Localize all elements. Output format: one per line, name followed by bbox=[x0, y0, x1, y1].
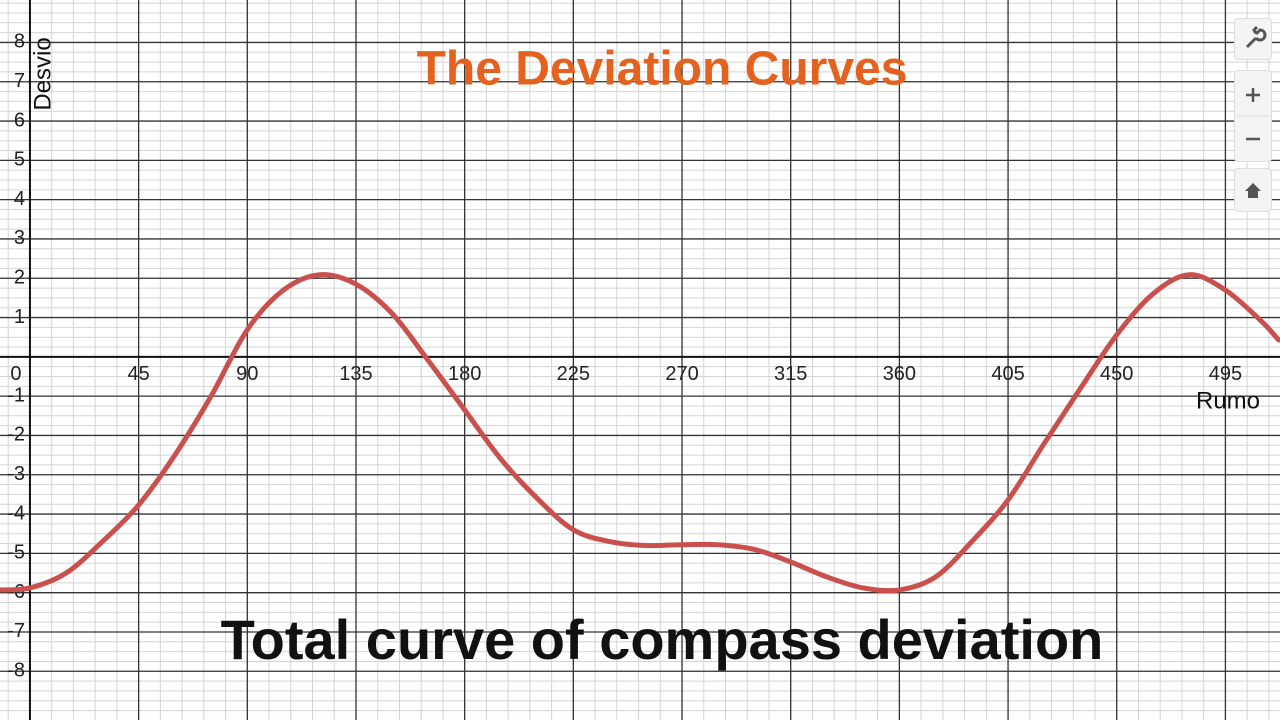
x-tick-label: 405 bbox=[991, 363, 1024, 385]
y-tick-label: 8 bbox=[14, 31, 25, 53]
x-tick-label: 270 bbox=[665, 363, 698, 385]
settings-button[interactable] bbox=[1234, 18, 1272, 60]
y-tick-label: -2 bbox=[7, 424, 25, 446]
x-tick-label: 180 bbox=[448, 363, 481, 385]
y-tick-label: -8 bbox=[7, 660, 25, 682]
home-button[interactable] bbox=[1234, 168, 1272, 212]
home-icon bbox=[1245, 183, 1261, 198]
curve bbox=[0, 272, 1280, 594]
y-tick-label: -4 bbox=[7, 502, 25, 524]
zoom-buttons bbox=[1234, 70, 1272, 162]
x-tick-label: 0 bbox=[10, 363, 21, 385]
x-tick-label: 360 bbox=[883, 363, 916, 385]
y-tick-label: 5 bbox=[14, 149, 25, 171]
y-tick-label: 6 bbox=[14, 109, 25, 131]
y-tick-label: 4 bbox=[14, 188, 25, 210]
x-tick-label: 315 bbox=[774, 363, 807, 385]
x-tick-label: 45 bbox=[128, 363, 150, 385]
y-tick-label: 2 bbox=[14, 267, 25, 289]
x-tick-label: 135 bbox=[339, 363, 372, 385]
chart-subtitle: Total curve of compass deviation bbox=[221, 608, 1104, 671]
y-tick-label: 1 bbox=[14, 306, 25, 328]
x-tick-label: 90 bbox=[236, 363, 258, 385]
y-tick-label: -3 bbox=[7, 463, 25, 485]
x-tick-label: 225 bbox=[557, 363, 590, 385]
x-tick-label: 495 bbox=[1209, 363, 1242, 385]
y-tick-label: 7 bbox=[14, 70, 25, 92]
x-tick-label: 450 bbox=[1100, 363, 1133, 385]
y-tick-label: -7 bbox=[7, 620, 25, 642]
wrench-icon bbox=[1245, 25, 1267, 49]
chart-title: The Deviation Curves bbox=[417, 43, 908, 96]
y-axis-label: Desvio bbox=[29, 37, 56, 110]
y-tick-label: -5 bbox=[7, 542, 25, 564]
y-tick-label: -1 bbox=[7, 384, 25, 406]
zoom-icons[interactable] bbox=[1235, 71, 1271, 161]
x-axis-label: Rumo bbox=[1196, 387, 1260, 414]
y-tick-label: 3 bbox=[14, 227, 25, 249]
